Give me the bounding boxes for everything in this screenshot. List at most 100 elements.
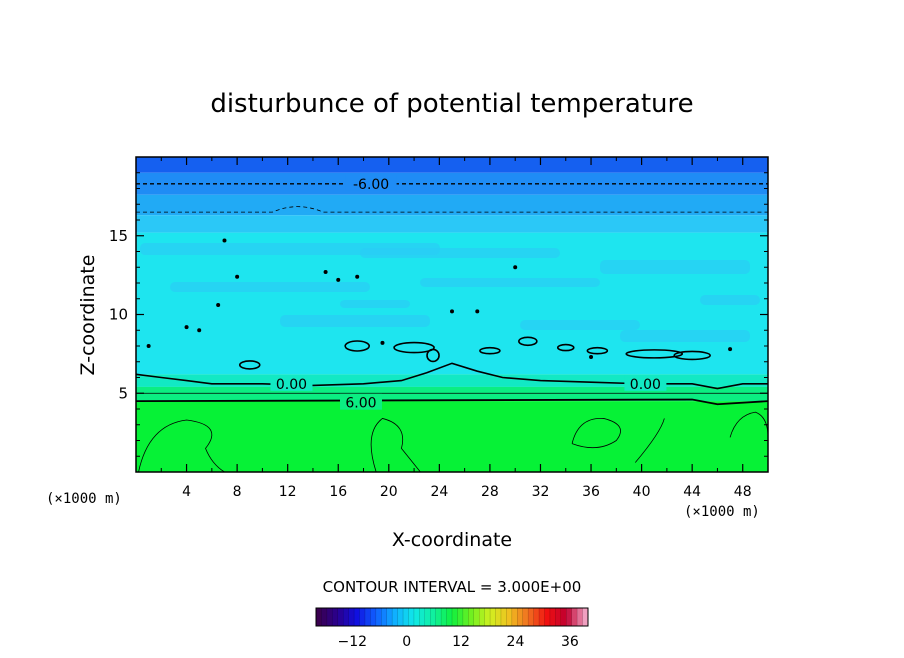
colorbar-cell-13 (386, 608, 393, 626)
field-layer-3 (136, 215, 768, 233)
colorbar-cell-46 (566, 608, 573, 626)
field-patch-2 (600, 260, 750, 274)
colorbar-cell-48 (577, 608, 584, 626)
colorbar-cell-30 (479, 608, 486, 626)
colorbar-tick-label-2: 12 (452, 634, 470, 650)
x-tick-label-6: 28 (481, 484, 499, 500)
colorbar-cell-47 (571, 608, 578, 626)
colorbar-cell-15 (397, 608, 404, 626)
contour-dot-14 (589, 355, 594, 360)
contour-line-6 (135, 398, 769, 406)
colorbar-cell-24 (446, 608, 453, 626)
x-tick-label-8: 36 (582, 484, 600, 500)
colorbar-cell-28 (468, 608, 475, 626)
field-patch-9 (700, 295, 760, 305)
x-tick-label-9: 40 (633, 484, 651, 500)
field-patch-1 (360, 248, 560, 258)
field-patch-4 (420, 278, 600, 287)
contour-blob-3 (238, 360, 261, 370)
contour-line-neg3 (136, 206, 768, 213)
colorbar-cell-18 (413, 608, 420, 626)
contour-dot-6 (184, 325, 189, 330)
contour-dot-2 (323, 269, 328, 274)
y-tick-label-2: 15 (109, 227, 128, 245)
colorbar-cell-1 (321, 608, 328, 626)
colorbar-cell-21 (430, 608, 437, 626)
y-axis-label: Z-coordinate (77, 255, 99, 376)
contour-label-3: 6.00 (345, 396, 376, 412)
field-layer-5 (136, 374, 768, 387)
contour-dot-7 (197, 328, 202, 333)
x-tick-label-2: 12 (279, 484, 297, 500)
contour-label-2: 0.00 (630, 377, 661, 393)
contour-label-bg-3 (339, 393, 382, 410)
x-tick-label-11: 48 (734, 484, 752, 500)
colorbar-cell-41 (539, 608, 545, 626)
colorbar-cell-3 (332, 608, 339, 626)
colorbar-cell-20 (424, 608, 431, 626)
contour-blob-1 (393, 341, 435, 354)
field-layer-0 (136, 157, 768, 173)
contour-blob-8 (586, 346, 609, 355)
contour-dot-10 (450, 309, 454, 314)
contour-label-bg-1 (270, 374, 313, 391)
colorbar-cell-44 (555, 608, 562, 626)
contour-green-2 (571, 418, 621, 449)
contour-blob-4 (518, 336, 538, 347)
contour-dot-4 (355, 274, 360, 279)
colorbar-cell-2 (326, 608, 333, 626)
colorbar-cell-43 (549, 608, 556, 626)
colorbar-tick-label-4: 36 (561, 634, 579, 650)
colorbar-cell-23 (441, 608, 448, 626)
contour-blob-0 (344, 340, 371, 352)
x-unit-right: (×1000 m) (684, 504, 760, 520)
plot-area: -6.000.00 0.006.004 8 12 16 20 24 28 32 36 40 44 485… (109, 156, 769, 500)
colorbar-cell-36 (511, 608, 518, 626)
x-tick-label-3: 16 (329, 484, 347, 500)
contour-dot-13 (728, 347, 733, 352)
colorbar-cell-12 (381, 608, 388, 626)
field-patch-7 (620, 330, 750, 342)
colorbar-cell-0 (316, 608, 322, 626)
contour-dot-9 (513, 265, 518, 270)
colorbar-tick-label-0: −12 (337, 634, 367, 650)
colorbar-cell-9 (364, 608, 371, 626)
field-patch-6 (520, 320, 640, 330)
field-layer-2 (136, 194, 768, 216)
colorbar-cell-26 (457, 608, 464, 626)
y-tick-label-0: 5 (118, 384, 128, 402)
colorbar-cell-34 (500, 608, 507, 626)
contour-green-0 (138, 419, 225, 473)
colorbar-cell-7 (354, 608, 361, 626)
colorbar-cell-39 (528, 608, 535, 626)
colorbar-cell-25 (452, 608, 458, 626)
x-tick-label-7: 32 (532, 484, 550, 500)
colorbar-cell-4 (337, 608, 344, 626)
colorbar-cell-38 (522, 608, 529, 626)
colorbar-tick-label-3: 24 (507, 634, 525, 650)
x-tick-label-5: 24 (430, 484, 448, 500)
contour-dot-8 (380, 340, 385, 345)
colorbar-cell-16 (403, 608, 409, 626)
contour-label-1: 0.00 (276, 377, 307, 393)
colorbar-cell-11 (375, 608, 382, 626)
contour-blob-2 (479, 346, 501, 355)
colorbar-cell-17 (408, 608, 415, 626)
x-tick-label-1: 8 (233, 484, 242, 500)
colorbar-cell-29 (473, 608, 480, 626)
chart-title: disturbunce of potential temperature (210, 89, 693, 119)
contour-green-4 (729, 411, 769, 438)
colorbar-cell-14 (392, 608, 399, 626)
colorbar-cell-8 (359, 608, 366, 626)
contour-dot-11 (475, 309, 480, 314)
colorbar-cell-32 (490, 608, 497, 626)
colorbar-cell-40 (533, 608, 540, 626)
colorbar-cell-45 (560, 608, 567, 626)
contour-label-0: -6.00 (353, 177, 389, 193)
contour-dot-3 (336, 277, 341, 282)
contour-blob-5 (625, 349, 684, 359)
x-axis-label: X-coordinate (392, 529, 512, 551)
field-layer-7 (136, 401, 768, 472)
colorbar-cell-31 (484, 608, 491, 626)
contour-label-bg-0 (345, 174, 397, 191)
